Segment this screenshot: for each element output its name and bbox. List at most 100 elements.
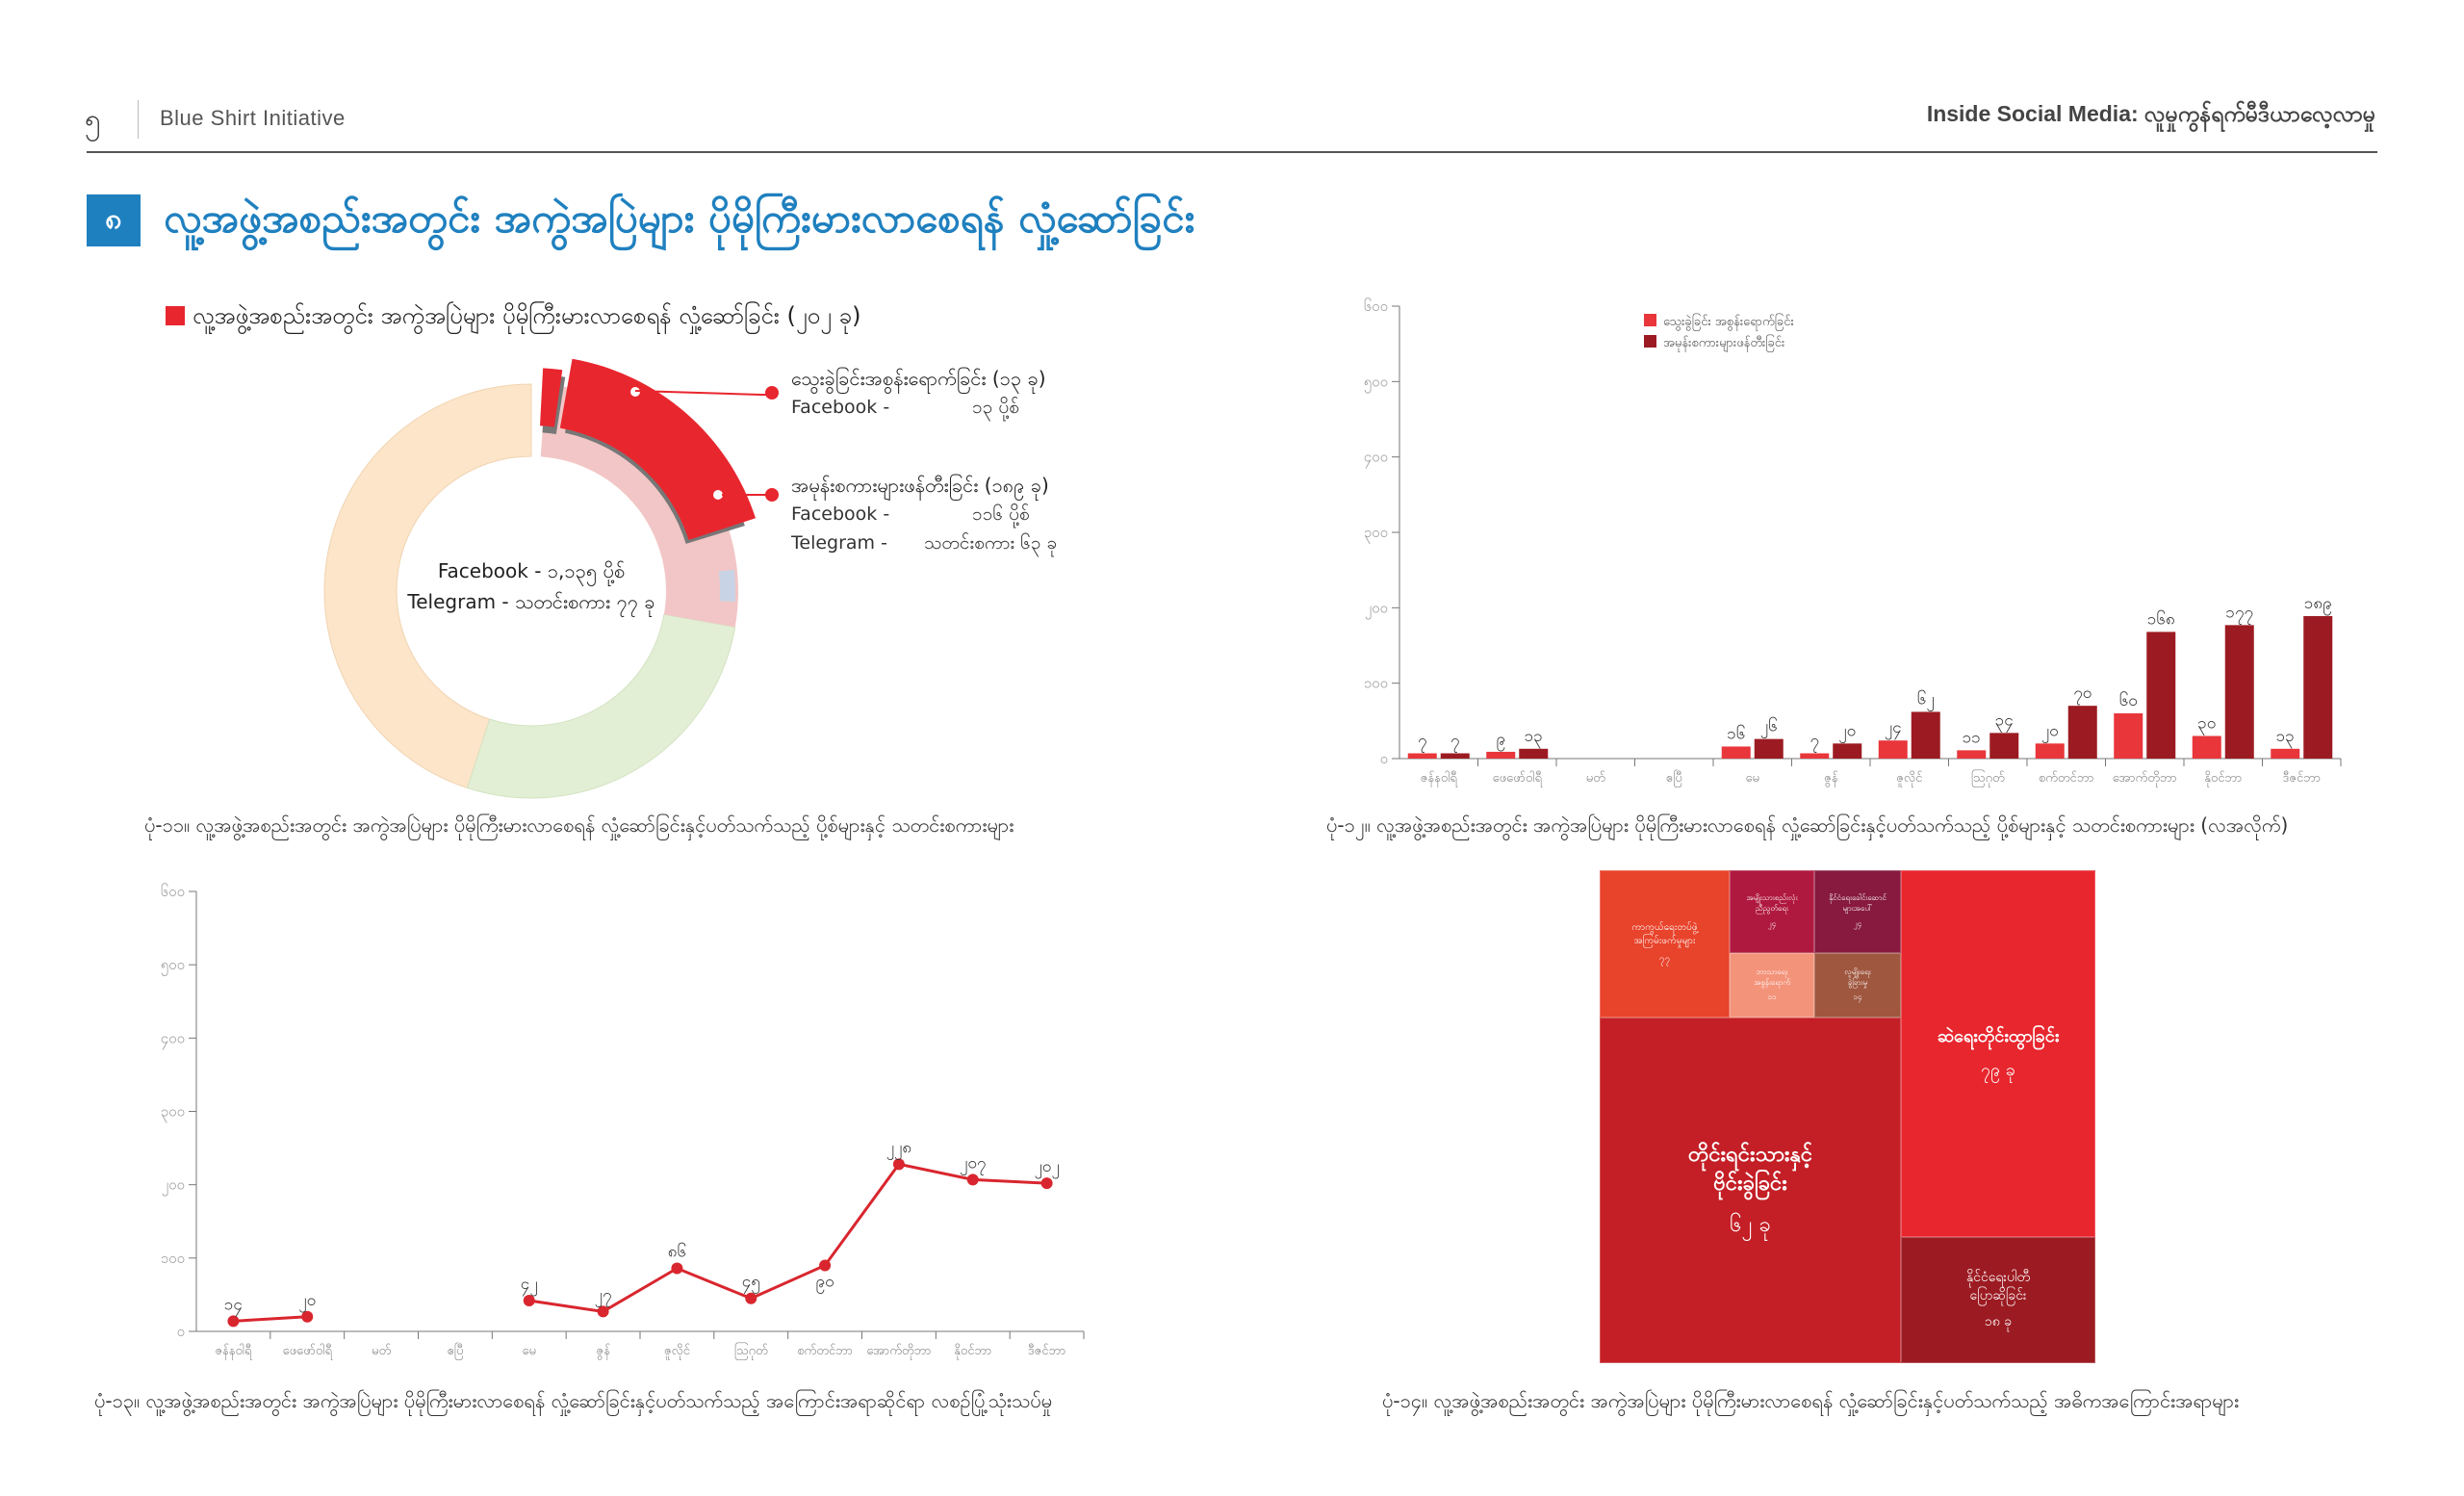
treemap-cell-label: အစွန်းရောက် xyxy=(1753,977,1791,987)
line-series xyxy=(528,1162,1047,1313)
donut-segment-polarization xyxy=(540,368,563,427)
page-number: ၅ xyxy=(85,103,101,137)
x-tick-label: ဇန်နဝါရီ xyxy=(1421,770,1458,787)
bar-value-label: ၁၈၉ xyxy=(2304,594,2332,616)
callout2-dot xyxy=(765,488,779,502)
bar-legend-swatch xyxy=(1644,314,1656,326)
treemap-cell-value: ၁၁ xyxy=(1767,993,1777,1002)
treemap-cell-label: လူမျိုးရေး xyxy=(1844,967,1871,976)
y-tick-label: ၆၀၀ xyxy=(161,883,185,900)
donut-rings xyxy=(323,358,757,799)
line-series xyxy=(233,1315,308,1323)
header-divider xyxy=(138,100,139,139)
y-tick-label: ၃၀၀ xyxy=(161,1103,185,1123)
line-point xyxy=(819,1259,832,1272)
y-tick-label: ၁၀၀ xyxy=(1364,675,1388,692)
donut-center-telegram: Telegram - သတင်းစကား ၇၇ ခု xyxy=(406,590,654,617)
bar-value-label: ၂၆ xyxy=(1760,716,1778,739)
callout1-fb-label: Facebook - xyxy=(791,397,889,418)
bar-legend-swatch xyxy=(1644,335,1656,348)
bar-value-label: ၁၆၈ xyxy=(2147,608,2175,629)
bar-value-label: ၇၀ xyxy=(2073,684,2092,706)
y-tick-label: ၄၀၀ xyxy=(161,1029,185,1049)
x-tick-label: နိုဝင်ဘာ xyxy=(954,1343,991,1360)
bar-value-label: ၂၀ xyxy=(2041,721,2059,743)
x-tick-label: ဒီဇင်ဘာ xyxy=(2282,770,2321,786)
x-tick-label: အောက်တိုဘာ xyxy=(866,1343,931,1360)
y-tick-label: ၂၀၀ xyxy=(162,1176,185,1197)
donut-legend-label: လူ့အဖွဲ့အစည်းအတွင်း အကွဲအပြဲများ ပိုမိုက… xyxy=(192,300,860,335)
x-tick-label: ဧပြီ xyxy=(447,1343,463,1360)
bar-value-label: ၁၆ xyxy=(1727,723,1745,743)
donut-chart: လူ့အဖွဲ့အစည်းအတွင်း အကွဲအပြဲများ ပိုမိုက… xyxy=(166,300,1057,799)
donut-segment-blue xyxy=(718,569,735,603)
callout2-title: အမုန်းစကားများဖန်တီးခြင်း (၁၈၉ ခု) xyxy=(791,474,1049,501)
bar-series1 xyxy=(1957,750,1987,759)
line-value-label: ၂၀ xyxy=(298,1291,316,1313)
callout2-fb-label: Facebook - xyxy=(791,503,889,525)
section-number-badge: ၈ xyxy=(87,194,141,246)
line-value-label: ၄၂ xyxy=(521,1275,538,1297)
callout1-dot xyxy=(765,386,779,400)
x-tick-label: ဇန်နဝါရီ xyxy=(215,1343,252,1360)
treemap-cell-label: တိုင်းရင်းသားနှင့် xyxy=(1687,1143,1813,1168)
bar-series1 xyxy=(2192,735,2221,759)
bar-series2 xyxy=(1989,733,2019,759)
x-tick-label: ဩဂုတ် xyxy=(734,1342,768,1360)
bar-series2 xyxy=(1440,753,1470,759)
bar-value-label: ၉ xyxy=(1496,730,1505,752)
bar-legend-label: သွေးခွဲခြင်း အစွန်းရောက်ခြင်း xyxy=(1663,313,1794,331)
y-tick-label: ၀ xyxy=(1380,750,1388,767)
bar-value-label: ၂၄ xyxy=(1885,718,1902,740)
bar-series2 xyxy=(2067,706,2097,759)
figure-13-caption: ပုံ-၁၃။ လူ့အဖွဲ့အစည်းအတွင်း အကွဲအပြဲများ… xyxy=(94,1389,1053,1412)
x-tick-label: မတ် xyxy=(1586,770,1605,786)
donut-segment-green xyxy=(466,613,736,799)
bar-legend-label: အမုန်းစကားများဖန်တီးခြင်း xyxy=(1663,334,1784,352)
figure-12-caption: ပုံ-၁၂။ လူ့အဖွဲ့အစည်းအတွင်း အကွဲအပြဲများ… xyxy=(1326,813,2289,837)
bar-series2 xyxy=(2146,632,2176,759)
treemap-cell-label: အကြမ်းဖက်မှုများ xyxy=(1633,935,1696,946)
x-tick-label: စက်တင်ဘာ xyxy=(2039,770,2094,786)
x-tick-label: ဇူလိုင် xyxy=(1896,770,1923,787)
callout2-tg-label: Telegram - xyxy=(790,532,887,554)
section-title: လူ့အဖွဲ့အစည်းအတွင်း အကွဲအပြဲများ ပိုမိုက… xyxy=(164,194,1195,242)
y-tick-label: ၂၀၀ xyxy=(1365,599,1388,619)
treemap-cell-value: ၇၉ ခု xyxy=(1980,1059,2016,1080)
x-tick-label: မေ xyxy=(1746,771,1760,786)
bar-series1 xyxy=(2114,713,2143,759)
treemap-cell: အမျိုးသားစည်းလုံး ညီညွတ်ရေး ၂၄ xyxy=(1730,870,1814,953)
x-tick-label: ဒီဇင်ဘာ xyxy=(1028,1343,1066,1358)
y-tick-label: ၁၀၀ xyxy=(161,1250,185,1267)
treemap-cell-label: နိုင်ငံရေးခေါင်းဆောင် xyxy=(1829,893,1886,903)
treemap-cell-value: ၂၄ xyxy=(1853,918,1862,928)
treemap-cell-label: များအပေါ် xyxy=(1842,904,1873,914)
bar-value-label: ၇ xyxy=(1810,732,1819,754)
treemap-cell-label: ပြောဆိုခြင်း xyxy=(1969,1287,2027,1303)
bar-series2 xyxy=(1911,711,1940,759)
treemap-cell: ကာကွယ်ရေးတပ်ဖွဲ့ အကြမ်းဖက်မှုများ ၇၇ xyxy=(1600,870,1730,1018)
treemap-cell-label: ဘာသာရေး xyxy=(1756,967,1788,976)
callout1-fb-value: ၁၃ ပို့စ် xyxy=(972,396,1019,422)
treemap-cell: လူမျိုးရေး ခွဲခြားမှု ၁၄ xyxy=(1814,953,1901,1018)
line-point xyxy=(523,1295,535,1307)
organization-name: Blue Shirt Initiative xyxy=(160,106,346,130)
bar-value-label: ၇ xyxy=(1418,732,1427,754)
x-tick-label: စက်တင်ဘာ xyxy=(797,1343,853,1358)
x-tick-label: ဩဂုတ် xyxy=(1971,769,2005,787)
figure-11-caption: ပုံ-၁၁။ လူ့အဖွဲ့အစည်းအတွင်း အကွဲအပြဲများ… xyxy=(144,813,1014,837)
treemap-cell-label: အမျိုးသားစည်းလုံး xyxy=(1746,893,1798,903)
x-tick-label: မတ် xyxy=(372,1343,391,1358)
bar-value-label: ၁၃ xyxy=(1525,727,1543,749)
bar-value-label: ၃၄ xyxy=(1995,710,2014,733)
line-point xyxy=(301,1310,314,1323)
bar-value-label: ၂၀ xyxy=(1838,721,1856,743)
x-tick-label: နိုဝင်ဘာ xyxy=(2204,770,2242,787)
bar-value-label: ၆၂ xyxy=(1917,688,1935,711)
line-value-label: ၂၀၇ xyxy=(960,1153,986,1175)
bar-value-label: ၆၀ xyxy=(2119,690,2138,710)
x-tick-label: ဖေဖော်ဝါရီ xyxy=(1493,770,1543,787)
treemap-cell-label: ညီညွတ်ရေး xyxy=(1755,904,1789,914)
x-tick-label: ဇွန် xyxy=(1824,770,1838,787)
